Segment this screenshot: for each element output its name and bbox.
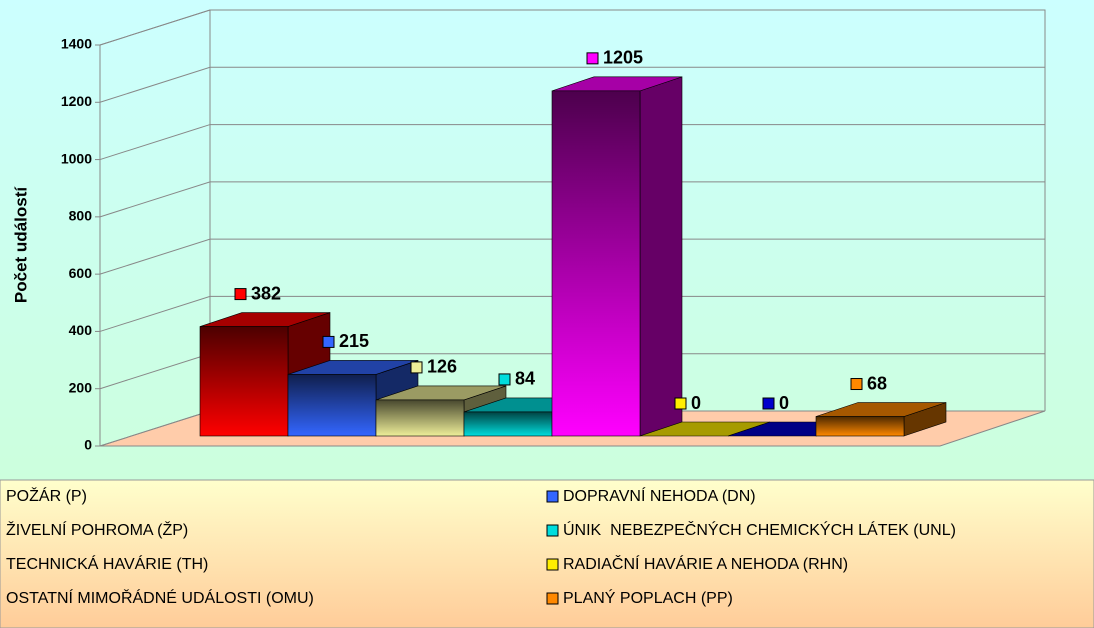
legend-label: RADIAČNÍ HAVÁRIE A NEHODA (RHN) (563, 554, 848, 573)
data-label: 84 (515, 369, 535, 389)
label-marker (762, 397, 775, 410)
legend-marker (546, 490, 559, 503)
legend-label: POŽÁR (P) (6, 486, 87, 505)
legend-marker (546, 558, 559, 571)
y-tick-label: 800 (69, 208, 93, 224)
bar-shade (464, 411, 552, 436)
bar-top-shade (288, 360, 418, 375)
label-marker (850, 378, 863, 391)
bar-side-shade (640, 76, 682, 436)
bar-shade (552, 90, 640, 436)
label-marker (410, 361, 423, 374)
y-tick-label: 400 (69, 322, 93, 338)
y-tick-label: 1200 (61, 93, 92, 109)
grid-line (99, 66, 1045, 103)
label-marker (498, 373, 511, 386)
legend-marker (546, 592, 559, 605)
bar-top-shade (640, 422, 770, 436)
grid-line (99, 295, 1045, 332)
y-tick-label: 1400 (61, 36, 92, 52)
y-tick-label: 600 (69, 265, 93, 281)
legend-label: TECHNICKÁ HAVÁRIE (TH) (6, 554, 208, 573)
grid-line (99, 9, 1045, 46)
data-label: 0 (691, 393, 701, 413)
label-marker (322, 335, 335, 348)
bar-shade (288, 374, 376, 436)
data-label: 126 (427, 357, 457, 377)
grid-line (99, 124, 1045, 161)
bar-top-shade (200, 312, 330, 327)
grid-line (99, 238, 1045, 275)
bar-shade (376, 399, 464, 436)
data-label: 68 (867, 373, 887, 393)
y-axis-label: Počet událostí (11, 186, 30, 303)
bar-top-shade (816, 402, 946, 417)
y-tick-label: 200 (69, 379, 93, 395)
bar-side-shade (904, 402, 946, 436)
legend-label: OSTATNÍ MIMOŘÁDNÉ UDÁLOSTI (OMU) (6, 588, 314, 607)
data-label: 1205 (603, 48, 643, 68)
bar-top-shade (376, 385, 506, 400)
bar-shade (816, 416, 904, 436)
bar-shade (200, 326, 288, 436)
legend-marker (546, 524, 559, 537)
grid-line (99, 181, 1045, 218)
legend-label: PLANÝ POPLACH (PP) (563, 588, 733, 607)
data-label: 382 (251, 283, 281, 303)
label-marker (586, 52, 599, 65)
bar-top-shade (552, 76, 682, 91)
label-marker (234, 288, 247, 301)
data-label: 0 (779, 393, 789, 413)
y-tick-label: 1000 (61, 150, 92, 166)
y-tick-label: 0 (84, 437, 92, 453)
label-marker (674, 397, 687, 410)
legend-label: ÚNIK NEBEZPEČNÝCH CHEMICKÝCH LÁTEK (UNL) (563, 520, 956, 539)
legend-label: DOPRAVNÍ NEHODA (DN) (563, 486, 756, 505)
data-label: 215 (339, 331, 369, 351)
legend-label: ŽIVELNÍ POHROMA (ŽP) (6, 520, 188, 539)
